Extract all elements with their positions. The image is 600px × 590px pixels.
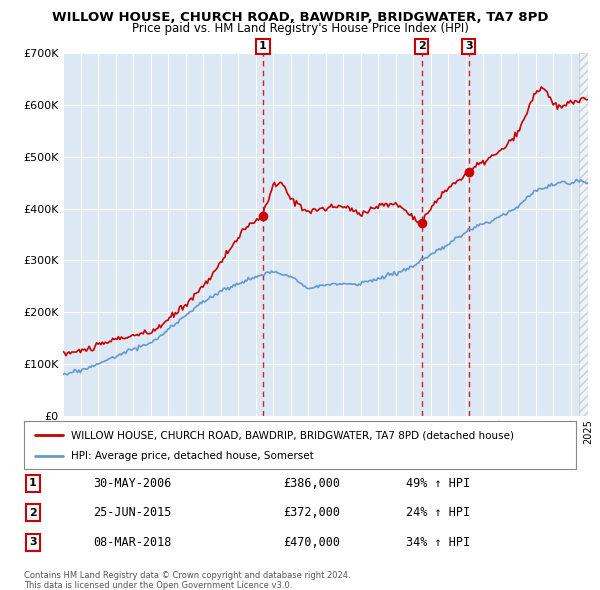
Text: 1: 1 (29, 478, 37, 488)
Text: £386,000: £386,000 (284, 477, 341, 490)
Text: 1: 1 (259, 41, 267, 51)
Text: 25-JUN-2015: 25-JUN-2015 (93, 506, 171, 519)
Text: Contains HM Land Registry data © Crown copyright and database right 2024.: Contains HM Land Registry data © Crown c… (24, 571, 350, 580)
Text: Price paid vs. HM Land Registry's House Price Index (HPI): Price paid vs. HM Land Registry's House … (131, 22, 469, 35)
Text: HPI: Average price, detached house, Somerset: HPI: Average price, detached house, Some… (71, 451, 314, 461)
Text: WILLOW HOUSE, CHURCH ROAD, BAWDRIP, BRIDGWATER, TA7 8PD (detached house): WILLOW HOUSE, CHURCH ROAD, BAWDRIP, BRID… (71, 430, 514, 440)
Text: 30-MAY-2006: 30-MAY-2006 (93, 477, 171, 490)
Text: 3: 3 (465, 41, 472, 51)
Text: 2: 2 (418, 41, 425, 51)
Text: 3: 3 (29, 537, 37, 547)
Text: 2: 2 (29, 508, 37, 517)
Text: 08-MAR-2018: 08-MAR-2018 (93, 536, 171, 549)
Text: WILLOW HOUSE, CHURCH ROAD, BAWDRIP, BRIDGWATER, TA7 8PD: WILLOW HOUSE, CHURCH ROAD, BAWDRIP, BRID… (52, 11, 548, 24)
Text: This data is licensed under the Open Government Licence v3.0.: This data is licensed under the Open Gov… (24, 581, 292, 589)
Text: 49% ↑ HPI: 49% ↑ HPI (406, 477, 470, 490)
Text: £470,000: £470,000 (284, 536, 341, 549)
Text: 34% ↑ HPI: 34% ↑ HPI (406, 536, 470, 549)
Text: 24% ↑ HPI: 24% ↑ HPI (406, 506, 470, 519)
Text: £372,000: £372,000 (284, 506, 341, 519)
